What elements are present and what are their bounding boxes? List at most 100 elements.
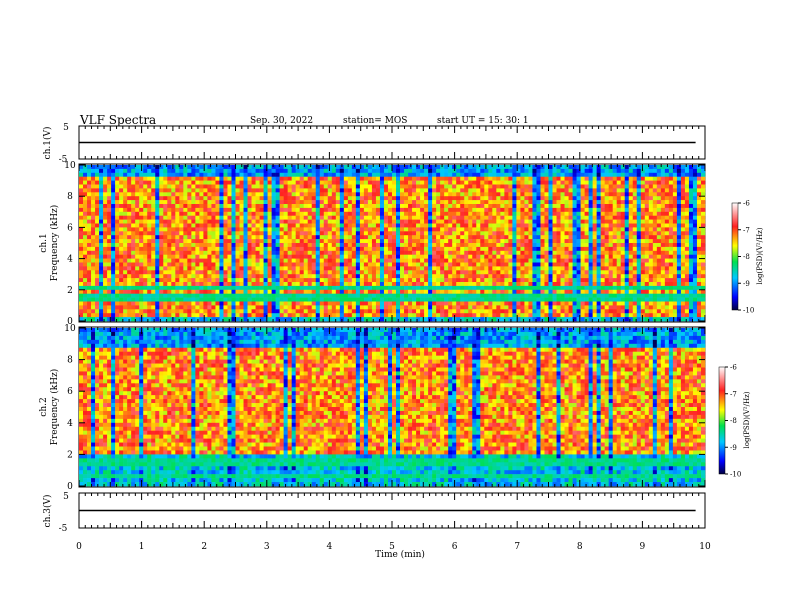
spectrogram-cell [207,235,212,240]
spectrogram-cell [235,301,240,306]
spectrogram-cell [215,172,220,177]
spectrogram-cell [131,317,136,322]
spectrogram-cell [387,204,393,209]
spectrogram-cell [203,219,208,224]
spectrogram-cell [472,196,477,201]
spectrogram-cell [303,192,309,197]
spectrogram-cell [548,204,553,209]
spectrogram-cell [111,223,116,228]
spectrogram-cell [235,180,240,185]
spectrogram-cell [271,165,276,170]
spectrogram-cell [147,243,152,248]
spectrogram-cell [319,254,325,259]
spectrogram-cell [171,285,176,291]
spectrogram-cell [464,231,469,236]
spectrogram-cell [243,274,248,279]
spectrogram-cell [115,258,120,263]
spectrogram-cell [307,297,313,302]
spectrogram-cell [103,243,108,248]
spectrogram-cell [195,180,200,185]
spectrogram-cell [456,289,461,294]
spectrogram-cell [396,270,401,275]
spectrogram-cell [295,266,300,271]
spectrogram-cell [343,227,349,232]
spectrogram-cell [512,180,517,185]
spectrogram-cell [436,297,441,302]
spectrogram-cell [263,192,268,197]
spectrogram-cell [303,165,309,170]
spectrogram-cell [79,301,84,306]
spectrogram-cell [508,250,513,255]
spectrogram-cell [231,172,236,177]
spectrogram-cell [379,297,385,302]
spectrogram-cell [291,309,296,314]
spectrogram-cell [183,184,188,189]
spectrogram-cell [480,196,485,201]
spectrogram-cell [396,180,401,185]
ch1-spectrogram [79,165,706,322]
spectrogram-cell [195,204,200,209]
spectrogram-cell [151,223,156,228]
spectrogram-cell [103,282,108,287]
spectrogram-cell [235,223,240,228]
spectrogram-cell [255,266,260,271]
spectrogram-cell [367,258,373,263]
spectrogram-cell [392,246,397,252]
spectrogram-cell [323,305,329,310]
spectrogram-cell [295,223,300,228]
spectrogram-cell [255,196,260,201]
spectrogram-cell [227,176,232,181]
spectrogram-cell [127,184,132,189]
spectrogram-cell [315,250,321,255]
spectrogram-cell [496,301,501,306]
spectrogram-cell [295,227,300,232]
spectrogram-cell [536,192,541,197]
spectrogram-cell [183,246,188,252]
spectrogram-cell [544,266,549,271]
spectrogram-cell [468,301,473,306]
spectrogram-cell [159,231,164,236]
spectrogram-cell [327,285,333,291]
spectrogram-cell [552,188,557,193]
spectrogram-cell [243,301,248,306]
spectrogram-cell [572,278,577,283]
spectrogram-cell [295,301,300,306]
spectrogram-cell [355,282,361,287]
spectrogram-cell [460,215,465,220]
spectrogram-cell [355,301,361,306]
spectrogram-cell [355,305,361,310]
spectrogram-cell [183,270,188,275]
spectrogram-cell [279,250,284,255]
spectrogram-cell [556,305,561,310]
spectrogram-cell [468,246,473,252]
spectrogram-cell [291,301,296,306]
spectrogram-cell [572,192,577,197]
spectrogram-cell [552,211,557,216]
spectrogram-cell [335,297,341,302]
spectrogram-cell [219,223,224,228]
spectrogram-cell [359,165,365,170]
spectrogram-cell [115,301,120,306]
spectrogram-cell [235,227,240,232]
spectrogram-cell [404,309,409,314]
spectrogram-cell [279,200,284,205]
spectrogram-cell [496,211,501,216]
spectrogram-cell [359,200,365,205]
spectrogram-cell [468,180,473,185]
spectrogram-cell [480,262,485,267]
spectrogram-cell [127,301,132,306]
spectrogram-cell [107,180,112,185]
spectrogram-cell [163,223,168,228]
spectrogram-cell [472,289,477,294]
spectrogram-cell [255,219,260,224]
spectrogram-cell [492,180,497,185]
spectrogram-cell [488,188,493,193]
spectrogram-cell [123,243,128,248]
spectrogram-cell [355,309,361,314]
spectrogram-cell [91,176,96,181]
spectrogram-cell [307,262,313,267]
spectrogram-cell [460,282,465,287]
spectrogram-cell [211,227,216,232]
spectrogram-cell [576,274,581,279]
spectrogram-cell [476,254,481,259]
